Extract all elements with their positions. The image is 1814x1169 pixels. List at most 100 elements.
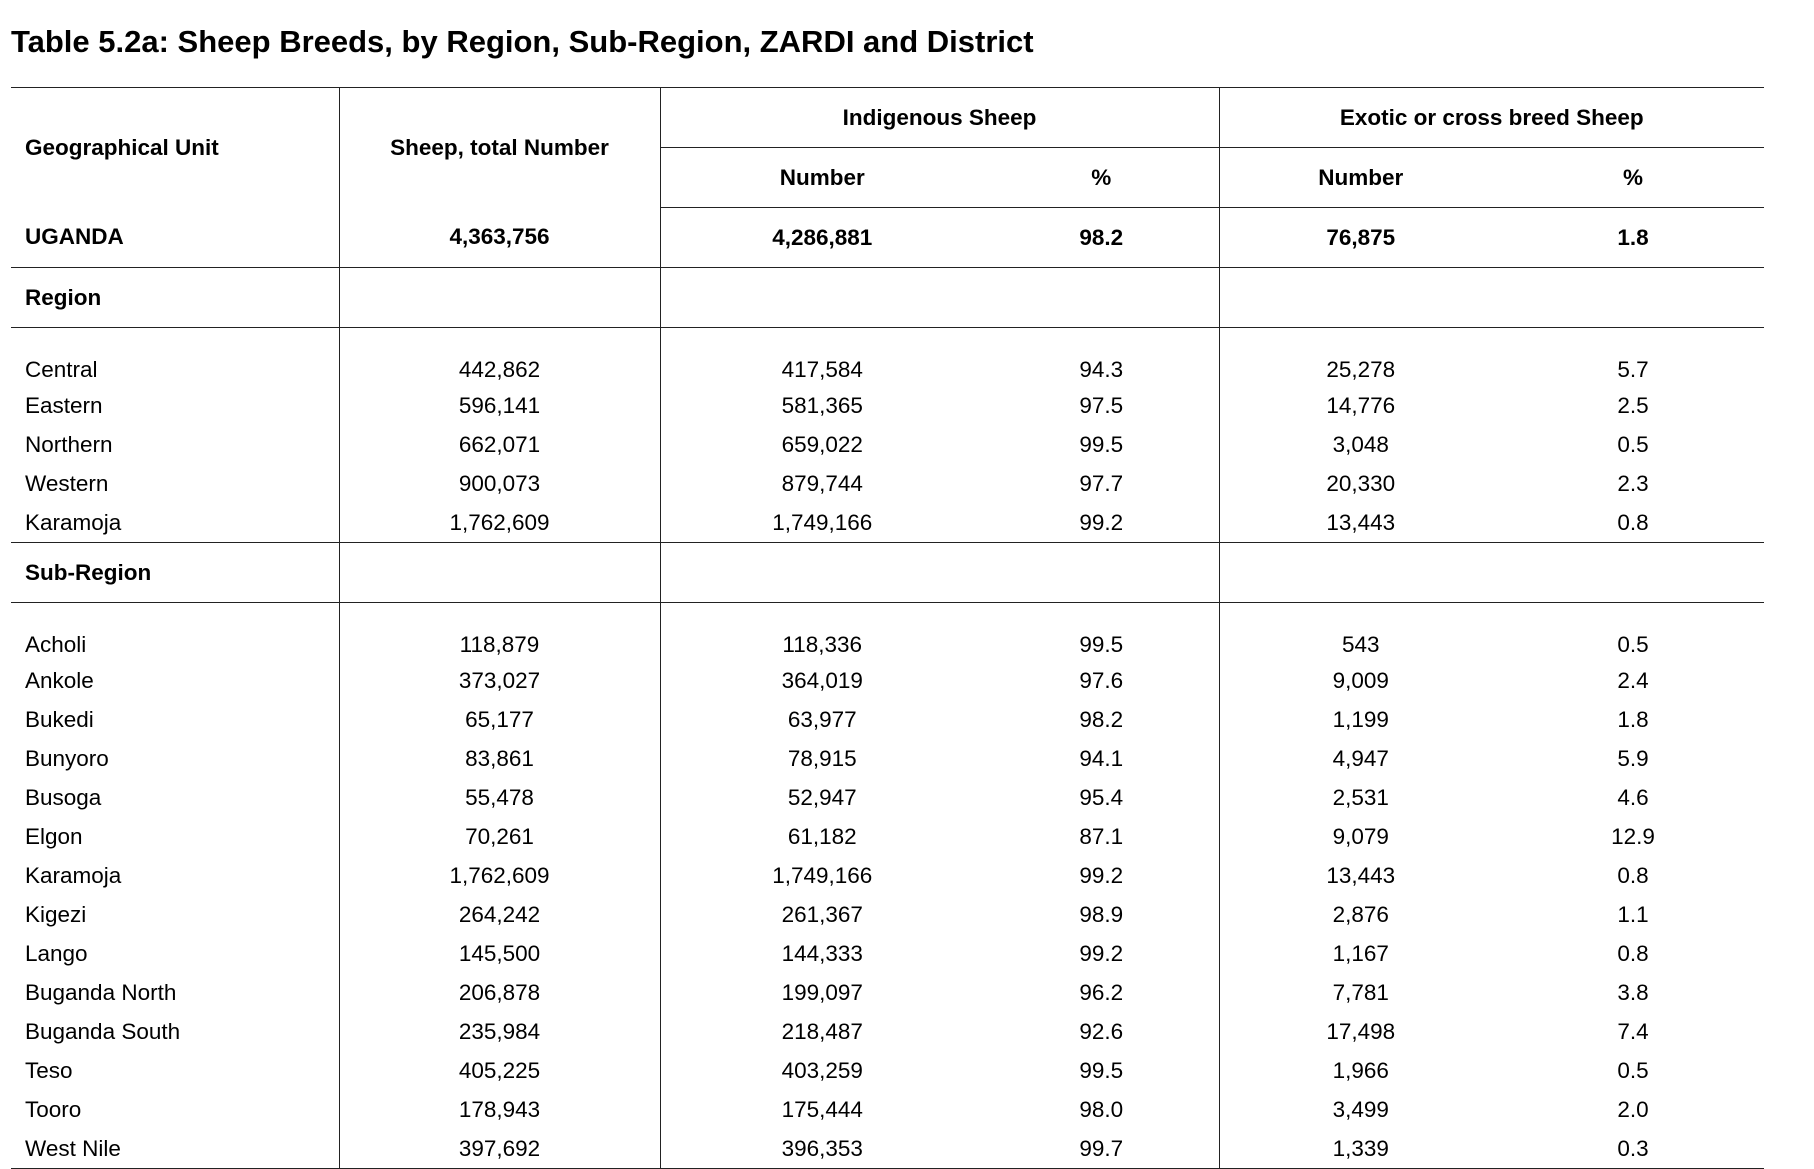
exotic-percent-cell: 3.8	[1617, 979, 1649, 1005]
row-label: Karamoja	[25, 862, 122, 888]
exotic-percent-cell: 12.9	[1611, 823, 1655, 849]
indigenous-percent-cell: 97.7	[1079, 470, 1124, 496]
indigenous-number-cell: 364,019	[659, 661, 984, 700]
row-label: Elgon	[25, 823, 83, 849]
total-indigenous-number: 4,286,881	[659, 207, 984, 268]
row-label: Eastern	[25, 392, 103, 418]
indigenous-percent-cell: 99.5	[1079, 1057, 1124, 1083]
row-label: Ankole	[25, 667, 94, 693]
sheep-total-cell: 83,861	[338, 739, 660, 778]
sheep-total-cell: 373,027	[338, 661, 660, 700]
indigenous-number-header: Number	[659, 147, 984, 208]
indigenous-number-cell: 199,097	[659, 973, 984, 1012]
total-exotic-percent: 1.8	[1502, 207, 1764, 268]
row-label: Western	[25, 470, 109, 496]
geographical-unit-header: Geographical Unit	[11, 87, 339, 208]
row-label: Buganda North	[25, 979, 177, 1005]
exotic-number-cell: 2,531	[1218, 778, 1502, 817]
exotic-percent-cell: 0.3	[1502, 1129, 1764, 1169]
sheep-total-cell: 178,943	[338, 1090, 660, 1129]
exotic-number-cell: 543	[1218, 602, 1502, 661]
section-empty-cell	[984, 542, 1219, 603]
sheep-total-cell: 900,073	[338, 464, 660, 503]
indigenous-number-cell: 175,444	[659, 1090, 984, 1129]
exotic-number-cell: 1,167	[1218, 934, 1502, 973]
sheep-total-cell: 55,478	[338, 778, 660, 817]
indigenous-number-cell: 52,947	[659, 778, 984, 817]
table-row: Tooro 178,943 175,444 98.0 3,499 2.0	[11, 1090, 1764, 1129]
table-row: Buganda North 206,878 199,097 96.2 7,781 3.8	[11, 973, 1764, 1012]
exotic-number-cell: 9,079	[1218, 817, 1502, 856]
exotic-percent-cell: 5.7	[1617, 357, 1649, 382]
sheep-total-cell: 397,692	[338, 1129, 660, 1169]
exotic-percent-cell: 2.4	[1617, 667, 1649, 693]
exotic-percent-cell: 2.5	[1617, 392, 1649, 418]
indigenous-number-cell: 63,977	[659, 700, 984, 739]
indigenous-percent-header: %	[984, 147, 1219, 208]
section-empty-cell	[984, 267, 1219, 328]
exotic-percent-cell: 1.8	[1617, 706, 1649, 732]
table-row: Karamoja 1,762,609 1,749,166 99.2 13,443 0.8	[11, 856, 1764, 895]
table-body: UGANDA 4,363,756 4,286,881 98.2 76,875 1…	[11, 207, 1764, 1169]
sheep-total-cell: 206,878	[338, 973, 660, 1012]
indigenous-number-cell: 144,333	[659, 934, 984, 973]
row-label: Northern	[25, 431, 113, 457]
total-sheep: 4,363,756	[338, 207, 660, 268]
sheep-breeds-table: Geographical Unit Sheep, total Number In…	[11, 87, 1764, 1169]
exotic-number-cell: 20,330	[1218, 464, 1502, 503]
exotic-number-cell: 1,966	[1218, 1051, 1502, 1090]
exotic-percent-cell: 0.5	[1617, 632, 1649, 657]
page-title: Table 5.2a: Sheep Breeds, by Region, Sub…	[11, 24, 1034, 59]
row-label: Busoga	[25, 784, 102, 810]
table-row: Kigezi 264,242 261,367 98.9 2,876 1.1	[11, 895, 1764, 934]
section-empty-cell	[1502, 267, 1764, 328]
indigenous-sheep-header: Indigenous Sheep	[659, 87, 1219, 148]
table-row: Bukedi 65,177 63,977 98.2 1,199 1.8	[11, 700, 1764, 739]
indigenous-percent-cell: 98.9	[1079, 901, 1124, 927]
indigenous-number-cell: 396,353	[659, 1129, 984, 1169]
row-label: Tooro	[25, 1096, 82, 1122]
row-label: Lango	[25, 940, 88, 966]
row-label: Acholi	[25, 632, 87, 657]
indigenous-percent-cell: 97.6	[1079, 667, 1124, 693]
row-label: Karamoja	[11, 503, 339, 543]
row-label: West Nile	[11, 1129, 339, 1169]
exotic-number-cell: 1,199	[1218, 700, 1502, 739]
exotic-percent-cell: 2.3	[1617, 470, 1649, 496]
exotic-number-cell: 1,339	[1218, 1129, 1502, 1169]
exotic-number-cell: 3,048	[1218, 425, 1502, 464]
indigenous-number-cell: 61,182	[659, 817, 984, 856]
indigenous-percent-cell: 96.2	[1079, 979, 1124, 1005]
indigenous-percent-cell: 94.1	[1079, 745, 1124, 771]
table-header: Geographical Unit Sheep, total Number In…	[11, 87, 1764, 208]
sheep-total-cell: 145,500	[338, 934, 660, 973]
sheep-total-cell: 264,242	[338, 895, 660, 934]
exotic-number-cell: 3,499	[1218, 1090, 1502, 1129]
section-empty-cell	[659, 542, 984, 603]
exotic-percent-cell: 0.5	[1617, 431, 1649, 457]
exotic-number-cell: 25,278	[1218, 327, 1502, 386]
table-row: Bunyoro 83,861 78,915 94.1 4,947 5.9	[11, 739, 1764, 778]
section-row: Sub-Region	[11, 542, 1764, 603]
row-label: Teso	[25, 1057, 73, 1083]
indigenous-number-cell: 218,487	[659, 1012, 984, 1051]
sheep-total-cell: 235,984	[338, 1012, 660, 1051]
indigenous-number-cell: 1,749,166	[659, 503, 984, 543]
indigenous-percent-cell: 99.7	[984, 1129, 1219, 1169]
table-row: Buganda South 235,984 218,487 92.6 17,498 7.4	[11, 1012, 1764, 1051]
table-row: Acholi 118,879 118,336 99.5 543 0.5	[11, 602, 1764, 661]
indigenous-number-cell: 879,744	[659, 464, 984, 503]
exotic-percent-cell: 0.8	[1617, 940, 1649, 966]
section-empty-cell	[338, 267, 660, 328]
row-label: Kigezi	[25, 901, 87, 927]
exotic-percent-cell: 7.4	[1617, 1018, 1649, 1044]
sheep-total-cell: 596,141	[338, 386, 660, 425]
exotic-percent-cell: 5.9	[1617, 745, 1649, 771]
indigenous-percent-cell: 98.0	[1079, 1096, 1124, 1122]
exotic-number-header: Number	[1218, 147, 1502, 208]
exotic-percent-cell: 4.6	[1617, 784, 1649, 810]
indigenous-percent-cell: 99.5	[1079, 632, 1124, 657]
indigenous-percent-cell: 98.2	[1079, 706, 1124, 732]
table-row: Eastern 596,141 581,365 97.5 14,776 2.5	[11, 386, 1764, 425]
indigenous-number-cell: 417,584	[659, 327, 984, 386]
